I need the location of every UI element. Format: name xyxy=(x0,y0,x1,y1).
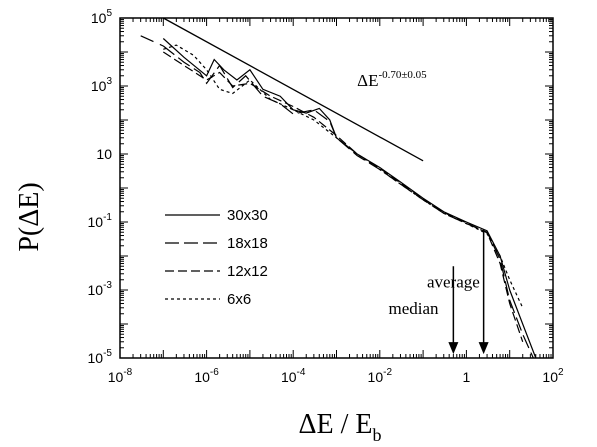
fit-label: ΔE-0.70±0.05 xyxy=(357,69,427,90)
annotation-arrow-head xyxy=(448,342,459,355)
y-tick-base: 10 xyxy=(91,10,107,26)
x-tick-exponent: 2 xyxy=(558,367,564,378)
fit-label-exponent: -0.70±0.05 xyxy=(378,69,427,81)
series-line-18x18 xyxy=(162,45,534,359)
series-line-30x30 xyxy=(162,38,537,359)
x-axis-title: ΔE / Eb xyxy=(299,409,382,445)
y-tick-base: 10 xyxy=(88,214,104,230)
x-tick-base: 10 xyxy=(542,369,558,385)
legend-label-18x18: 18x18 xyxy=(227,235,268,252)
legend-label-6x6: 6x6 xyxy=(227,291,251,308)
y-tick-base: 10 xyxy=(96,146,112,162)
y-tick-exponent: -5 xyxy=(103,348,112,359)
fit-label-base: ΔE xyxy=(357,71,378,90)
legend-label-12x12: 12x12 xyxy=(227,263,268,280)
annotation-group: median average xyxy=(388,229,489,355)
x-tick-base: 1 xyxy=(463,369,471,385)
legend-label-30x30: 30x30 xyxy=(227,207,268,224)
series-line-12x12 xyxy=(162,51,524,342)
x-tick-exponent: -6 xyxy=(210,367,219,378)
y-tick-exponent: -3 xyxy=(103,280,112,291)
x-tick-label: 102 xyxy=(542,367,564,385)
extra-dashed-line xyxy=(140,35,164,47)
y-tick-exponent: 3 xyxy=(106,76,112,87)
y-tick-base: 10 xyxy=(88,282,104,298)
x-tick-exponent: -8 xyxy=(123,367,132,378)
fit-group: ΔE-0.70±0.05 xyxy=(162,17,427,162)
x-tick-label: 10-4 xyxy=(281,367,306,385)
x-tick-exponent: -4 xyxy=(297,367,306,378)
y-tick-base: 10 xyxy=(91,78,107,94)
annotation-median: median xyxy=(388,299,439,318)
series-line-6x6 xyxy=(163,44,524,309)
x-tick-label: 1 xyxy=(463,369,471,385)
x-tick-base: 10 xyxy=(281,369,297,385)
x-axis-title-sub: b xyxy=(373,425,382,445)
x-tick-base: 10 xyxy=(194,369,210,385)
x-tick-label: 10-6 xyxy=(194,367,219,385)
y-tick-label: 103 xyxy=(91,76,113,94)
x-tick-base: 10 xyxy=(368,369,384,385)
y-tick-label: 10-1 xyxy=(88,212,113,230)
y-tick-exponent: -1 xyxy=(103,212,112,223)
x-tick-label: 10-2 xyxy=(368,367,393,385)
plot-frame xyxy=(119,17,554,359)
y-tick-exponent: 5 xyxy=(106,8,112,19)
series-group xyxy=(140,35,537,359)
annotation-arrow-head xyxy=(478,342,489,355)
x-tick-label: 10-8 xyxy=(108,367,133,385)
legend: 30x30 18x18 12x12 6x6 xyxy=(165,207,268,308)
x-tick-exponent: -2 xyxy=(383,367,392,378)
y-tick-base: 10 xyxy=(88,350,104,366)
x-tick-labels: 10-8 10-6 10-4 10-2 1 102 xyxy=(108,367,564,385)
y-tick-label: 10-3 xyxy=(88,280,113,298)
fit-line xyxy=(162,17,424,162)
tick-marks xyxy=(119,18,553,359)
y-tick-label: 105 xyxy=(91,8,113,26)
y-tick-label: 10-5 xyxy=(88,348,113,366)
x-axis-title-main: ΔE / E xyxy=(299,409,373,440)
x-tick-base: 10 xyxy=(108,369,124,385)
y-axis-title: P(ΔE) xyxy=(14,182,45,251)
y-tick-label: 10 xyxy=(96,146,112,162)
annotation-average: average xyxy=(427,272,480,291)
